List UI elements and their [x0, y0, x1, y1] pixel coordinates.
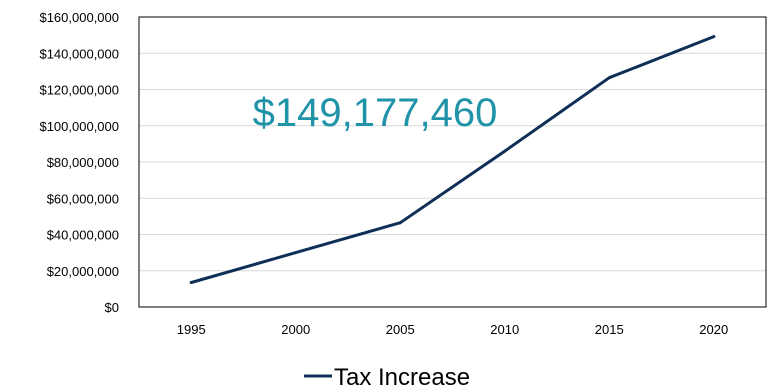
- y-tick-label: $60,000,000: [47, 191, 119, 206]
- x-tick-label: 2020: [699, 322, 728, 337]
- x-tick-label: 2015: [595, 322, 624, 337]
- x-tick-label: 1995: [177, 322, 206, 337]
- y-tick-label: $40,000,000: [47, 228, 119, 243]
- data-point: [189, 281, 193, 285]
- data-point: [294, 251, 298, 255]
- legend[interactable]: Tax Increase: [304, 364, 470, 389]
- y-tick-label: $20,000,000: [47, 264, 119, 279]
- plot-frame: [138, 16, 767, 308]
- data-point: [712, 35, 716, 39]
- y-tick-label: $0: [105, 300, 119, 315]
- legend-label: Tax Increase: [334, 364, 470, 389]
- total-annotation: $149,177,460: [253, 91, 498, 135]
- y-tick-label: $160,000,000: [39, 10, 119, 25]
- gridlines: [139, 52, 766, 272]
- y-axis-ticks: $0 $20,000,000 $40,000,000 $60,000,000 $80,0…: [39, 10, 119, 315]
- data-point: [398, 221, 402, 225]
- data-point: [607, 76, 611, 80]
- y-tick-label: $80,000,000: [47, 155, 119, 170]
- y-tick-label: $140,000,000: [39, 46, 119, 61]
- x-tick-label: 2010: [490, 322, 519, 337]
- x-tick-label: 2000: [281, 322, 310, 337]
- series-line: [189, 35, 716, 284]
- axes: [138, 16, 767, 308]
- y-tick-label: $120,000,000: [39, 83, 119, 98]
- x-axis-ticks: 1995 2000 2005 2010 2015 2020: [177, 322, 728, 337]
- x-tick-label: 2005: [386, 322, 415, 337]
- y-tick-label: $100,000,000: [39, 119, 119, 134]
- data-point: [503, 149, 507, 153]
- series: [189, 35, 716, 285]
